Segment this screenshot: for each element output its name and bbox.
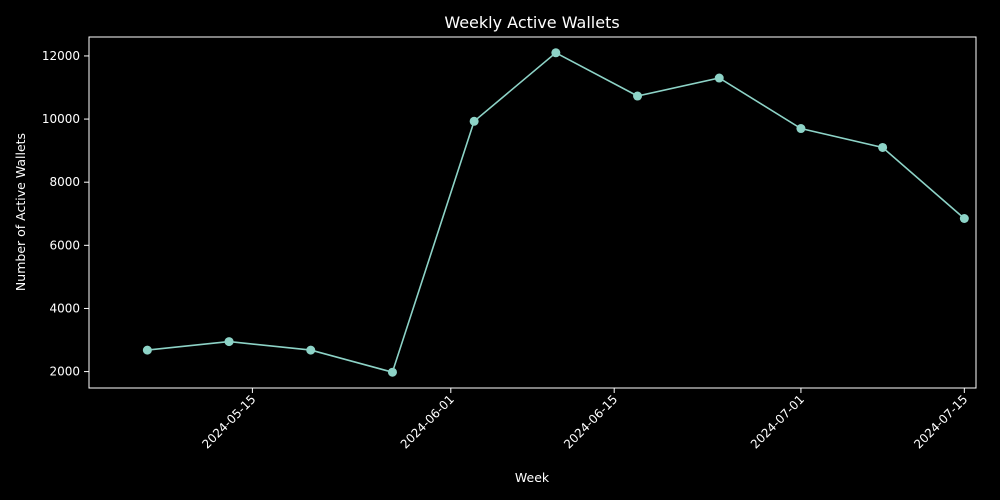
data-point bbox=[224, 337, 234, 347]
chart-title: Weekly Active Wallets bbox=[444, 13, 619, 32]
y-axis-label: Number of Active Wallets bbox=[13, 133, 28, 291]
x-axis: 2024-05-15 2024-06-01 2024-06-15 2024-07-01… bbox=[199, 388, 970, 451]
data-point bbox=[959, 213, 969, 223]
y-axis: 2000 4000 6000 8000 10000 12000 bbox=[42, 49, 89, 379]
y-tick-label: 12000 bbox=[42, 49, 80, 63]
y-tick-label: 10000 bbox=[42, 112, 80, 126]
data-point bbox=[796, 124, 806, 134]
y-tick-label: 8000 bbox=[49, 175, 80, 189]
data-point bbox=[306, 345, 316, 355]
data-point bbox=[469, 116, 479, 126]
series-line bbox=[147, 51, 965, 374]
x-tick-label: 2024-07-01 bbox=[748, 392, 807, 451]
x-tick-label: 2024-06-01 bbox=[398, 392, 457, 451]
x-tick-label: 2024-07-15 bbox=[911, 392, 970, 451]
data-point bbox=[878, 142, 888, 152]
series-markers bbox=[142, 48, 969, 377]
data-point bbox=[551, 48, 561, 58]
y-tick-label: 6000 bbox=[49, 238, 80, 252]
x-axis-label: Week bbox=[515, 470, 550, 485]
data-point bbox=[142, 345, 152, 355]
y-tick-label: 4000 bbox=[49, 301, 80, 315]
data-point bbox=[387, 367, 397, 377]
x-tick-label: 2024-06-15 bbox=[561, 392, 620, 451]
y-tick-label: 2000 bbox=[49, 365, 80, 379]
x-tick-label: 2024-05-15 bbox=[199, 392, 258, 451]
plot-frame bbox=[88, 36, 977, 389]
data-point bbox=[633, 91, 643, 101]
data-point bbox=[714, 73, 724, 83]
